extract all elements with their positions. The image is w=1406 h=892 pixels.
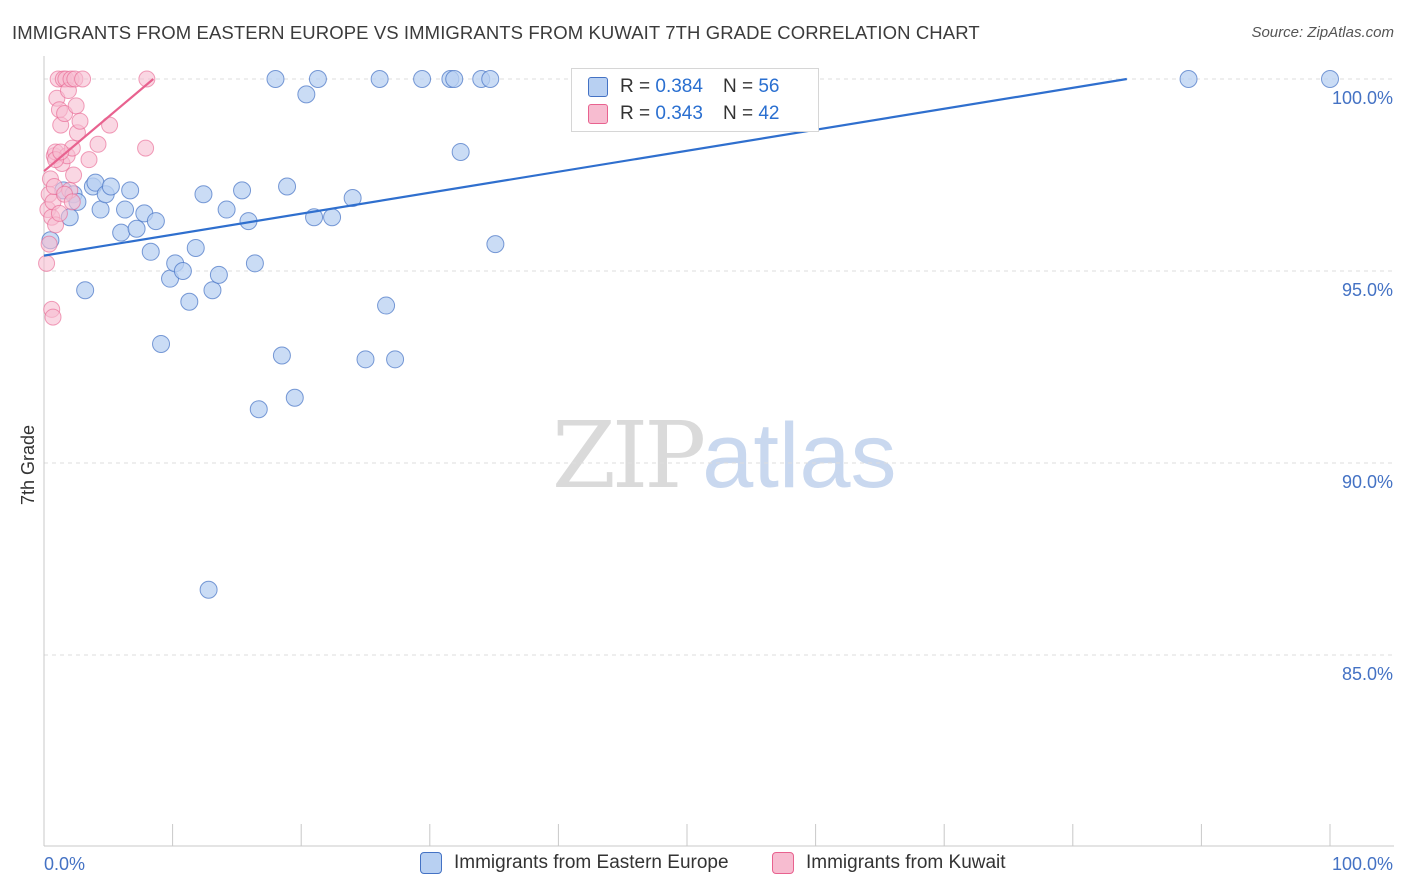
y-axis-label: 7th Grade (18, 425, 38, 505)
data-point-eastern-europe (266, 70, 285, 88)
legend-r-value: 0.343 (655, 103, 703, 124)
data-point-eastern-europe (486, 235, 505, 254)
x-tick-label: 100.0% (1332, 854, 1393, 874)
legend-n-label: N = (722, 103, 754, 124)
data-point-eastern-europe (1179, 70, 1198, 88)
chart-title: IMMIGRANTS FROM EASTERN EUROPE VS IMMIGR… (12, 22, 980, 43)
legend-swatch-blue (588, 77, 608, 97)
grid-lines (44, 78, 1394, 656)
data-point-eastern-europe (413, 70, 432, 88)
data-point-eastern-europe (209, 265, 228, 284)
data-point-eastern-europe (370, 70, 389, 88)
data-point-eastern-europe (377, 296, 396, 315)
data-point-eastern-europe (297, 85, 316, 104)
data-point-eastern-europe (272, 346, 291, 365)
data-point-eastern-europe (285, 388, 304, 407)
data-point-eastern-europe (152, 334, 171, 353)
data-point-eastern-europe (356, 350, 375, 369)
data-point-eastern-europe (173, 262, 192, 280)
data-point-kuwait (74, 70, 92, 88)
data-point-eastern-europe (127, 219, 146, 238)
data-point-kuwait (138, 70, 156, 88)
series-legend: Immigrants from Eastern Europe Immigrant… (0, 852, 1406, 878)
data-point-eastern-europe (186, 238, 205, 257)
data-point-eastern-europe (308, 70, 327, 88)
data-point-eastern-europe (233, 181, 252, 200)
data-point-eastern-europe (445, 70, 464, 88)
stats-legend: R = 0.384 N = 56 R = 0.343 N = 42 (571, 68, 819, 132)
data-point-eastern-europe (199, 580, 218, 599)
axes (43, 56, 1394, 847)
legend-row-eastern-europe: R = 0.384 N = 56 (588, 75, 779, 99)
data-point-eastern-europe (116, 200, 135, 219)
legend-swatch-pink (588, 104, 608, 124)
legend-r-label: R = (620, 103, 651, 124)
data-point-eastern-europe (249, 400, 268, 419)
data-point-kuwait (80, 151, 98, 169)
data-point-eastern-europe (386, 350, 405, 369)
y-tick-label: 85.0% (1342, 664, 1393, 684)
x-tick-label: 0.0% (44, 854, 85, 874)
data-point-kuwait (63, 193, 81, 211)
data-point-eastern-europe (194, 185, 213, 204)
trend-line-kuwait (43, 78, 155, 173)
data-point-kuwait (71, 112, 89, 130)
data-point-eastern-europe (481, 70, 500, 88)
data-point-kuwait (40, 235, 58, 253)
legend-label: Immigrants from Kuwait (806, 852, 1006, 873)
legend-swatch-pink (772, 852, 794, 874)
data-point-kuwait (50, 204, 68, 222)
data-point-kuwait (67, 97, 85, 115)
data-point-eastern-europe (203, 281, 222, 300)
source-label: Source: ZipAtlas.com (1251, 24, 1394, 41)
data-point-eastern-europe (76, 281, 95, 300)
legend-row-kuwait: R = 0.343 N = 42 (588, 102, 779, 126)
trend-line-eastern-europe (43, 77, 1127, 257)
data-point-eastern-europe (323, 208, 342, 227)
legend-r-label: R = (620, 76, 651, 97)
series-kuwait-points (38, 70, 156, 326)
legend-n-value: 42 (758, 103, 780, 124)
data-point-eastern-europe (245, 254, 264, 273)
data-point-eastern-europe (146, 212, 165, 231)
data-point-eastern-europe (180, 292, 199, 311)
data-point-eastern-europe (112, 223, 131, 242)
data-point-kuwait (137, 139, 155, 157)
data-point-eastern-europe (121, 181, 140, 200)
legend-n-label: N = (722, 76, 754, 97)
legend-r-value: 0.384 (655, 76, 703, 97)
y-tick-label: 95.0% (1342, 280, 1393, 300)
y-tick-label: 100.0% (1332, 88, 1393, 108)
data-point-kuwait (38, 254, 56, 272)
data-point-eastern-europe (217, 200, 236, 219)
legend-item-eastern-europe: Immigrants from Eastern Europe (420, 852, 729, 874)
data-point-kuwait (65, 166, 83, 184)
data-point-kuwait (89, 135, 107, 153)
trend-lines (43, 77, 1127, 257)
data-point-eastern-europe (451, 142, 470, 161)
data-point-eastern-europe (101, 177, 120, 196)
data-point-kuwait (52, 143, 70, 161)
tick-labels: 100.0% 95.0% 90.0% 85.0% 0.0% 100.0% (44, 88, 1393, 874)
legend-label: Immigrants from Eastern Europe (454, 852, 729, 873)
legend-item-kuwait: Immigrants from Kuwait (772, 852, 1006, 874)
legend-n-value: 56 (758, 76, 780, 97)
data-point-eastern-europe (343, 189, 362, 208)
data-point-eastern-europe (278, 177, 297, 196)
data-point-eastern-europe (1321, 70, 1339, 88)
data-point-eastern-europe (91, 200, 110, 219)
y-tick-label: 90.0% (1342, 472, 1393, 492)
data-point-kuwait (44, 308, 62, 326)
legend-swatch-blue (420, 852, 442, 874)
data-point-eastern-europe (141, 242, 160, 261)
